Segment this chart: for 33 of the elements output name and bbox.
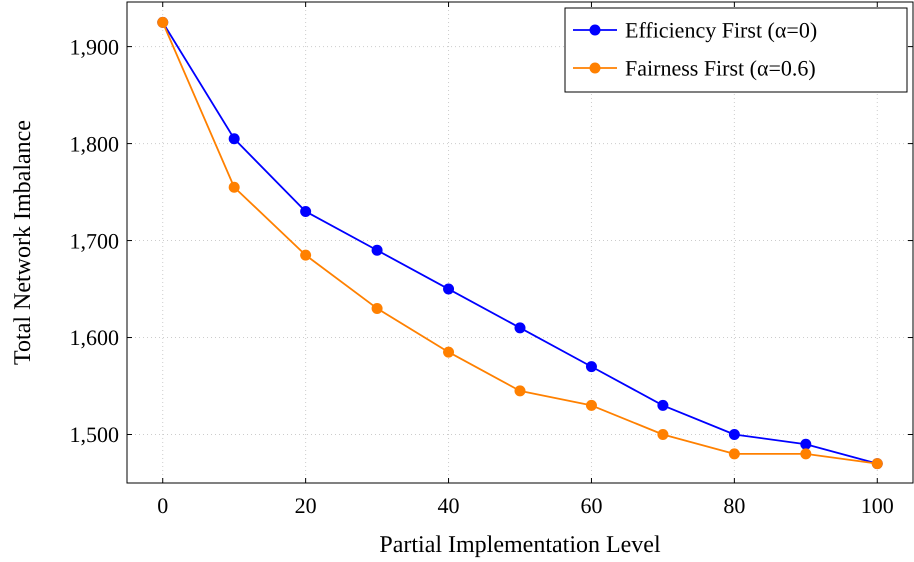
x-tick-label: 60 — [580, 493, 602, 518]
x-tick-label: 40 — [438, 493, 460, 518]
point — [586, 400, 597, 411]
point — [514, 385, 526, 396]
point — [657, 429, 668, 440]
point — [728, 448, 740, 460]
x-tick-label: 0 — [157, 493, 168, 518]
y-tick-label: 1,500 — [70, 422, 119, 448]
y-tick-label: 1,900 — [70, 34, 119, 60]
point — [443, 284, 454, 295]
point — [372, 302, 383, 314]
point — [657, 400, 668, 411]
point — [586, 361, 597, 372]
point — [300, 206, 312, 217]
point — [228, 182, 240, 193]
point — [228, 133, 240, 144]
y-tick-label: 1,600 — [70, 325, 119, 350]
y-tick-label: 1,700 — [70, 228, 119, 254]
point — [728, 429, 740, 440]
x-axis-title: Partial Implementation Level — [379, 532, 661, 558]
legend-label: Efficiency First (α=0) — [625, 18, 818, 43]
x-tick-label: 100 — [860, 493, 894, 518]
point — [800, 448, 812, 460]
point — [443, 346, 454, 358]
x-tick-label: 80 — [723, 493, 746, 518]
legend-label: Fairness First (α=0.6) — [625, 56, 816, 81]
y-axis-title: Total Network Imbalance — [10, 120, 36, 365]
x-tick-label: 20 — [294, 493, 317, 518]
point — [514, 322, 526, 334]
point — [300, 250, 312, 261]
y-tick-label: 1,800 — [70, 131, 119, 156]
point — [800, 438, 812, 450]
point — [372, 244, 383, 256]
